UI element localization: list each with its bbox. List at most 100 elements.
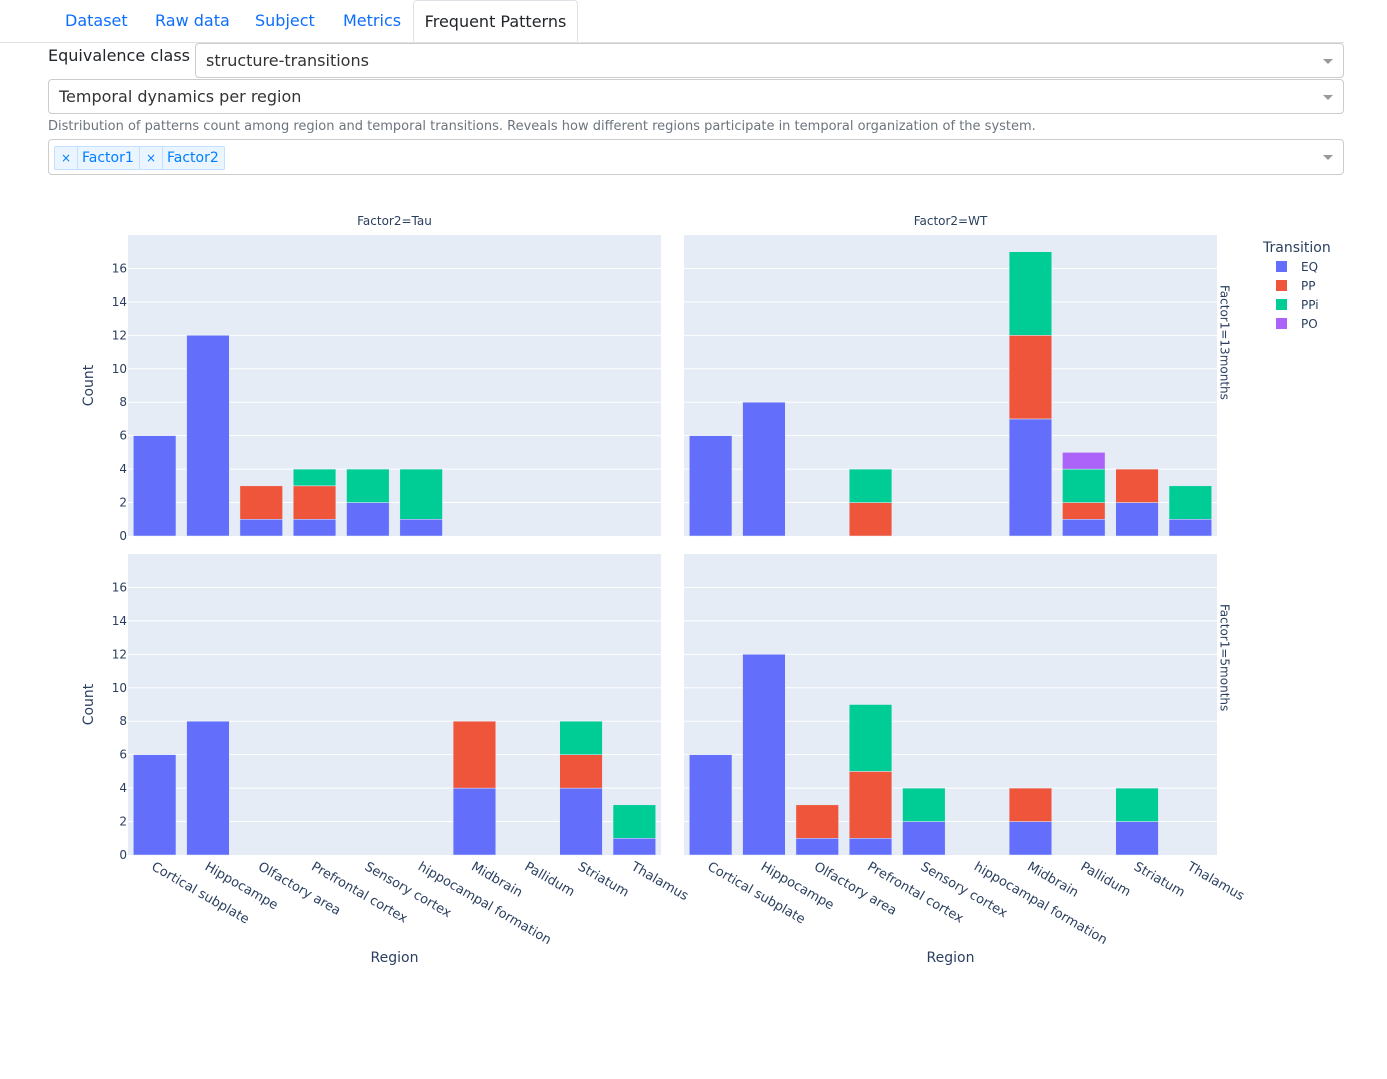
y-tick-label: 4 <box>119 462 127 476</box>
chip-remove-icon[interactable]: × <box>55 147 78 169</box>
bar-eq <box>452 787 497 856</box>
y-tick-label: 14 <box>112 295 127 309</box>
tab-dataset[interactable]: Dataset <box>65 11 128 30</box>
bar-eq <box>346 502 390 537</box>
bar-pp <box>1062 502 1106 520</box>
bar-eq <box>1168 519 1212 537</box>
y-tick-label: 8 <box>119 395 127 409</box>
y-tick-label: 10 <box>112 362 127 376</box>
y-tick-label: 12 <box>112 647 127 661</box>
x-axis-title: Region <box>371 950 419 966</box>
bar-pp <box>292 485 337 520</box>
legend-title: Transition <box>1262 240 1331 256</box>
chip-remove-icon[interactable]: × <box>140 147 163 169</box>
bar-pp <box>1008 787 1053 822</box>
bar-ppi <box>346 468 390 503</box>
x-tick-label: Striatum <box>575 859 631 900</box>
bar-eq <box>559 787 603 856</box>
x-tick-label: Prefrontal cortex <box>309 859 411 926</box>
bar-po <box>1062 452 1106 470</box>
y-tick-label: 0 <box>119 848 127 862</box>
y-tick-label: 12 <box>112 328 127 342</box>
bar-eq <box>239 519 283 537</box>
bar-ppi <box>848 468 893 503</box>
bar-eq <box>612 838 656 856</box>
bar-pp <box>452 720 497 789</box>
bar-eq <box>133 435 177 537</box>
bar-pp <box>848 771 893 839</box>
bar-ppi <box>399 468 443 520</box>
bar-pp <box>795 804 839 839</box>
bar-eq <box>902 821 946 856</box>
y-tick-label: 6 <box>119 748 127 762</box>
bar-pp <box>1008 335 1053 420</box>
view-dropdown[interactable]: Temporal dynamics per region <box>48 79 1344 114</box>
legend-item-label: PO <box>1301 317 1318 331</box>
factors-multiselect[interactable]: × Factor1 × Factor2 <box>48 139 1344 175</box>
y-tick-label: 14 <box>112 614 127 628</box>
row-facet-title: Factor1=13months <box>1218 285 1232 400</box>
legend-swatch-pp <box>1276 280 1287 291</box>
chevron-down-icon[interactable] <box>1323 155 1333 160</box>
legend-swatch-po <box>1276 318 1287 329</box>
y-tick-label: 16 <box>112 261 127 275</box>
chevron-down-icon[interactable] <box>1323 59 1333 64</box>
bar-ppi <box>612 804 656 839</box>
x-tick-label: Striatum <box>1131 859 1187 900</box>
tab-subject[interactable]: Subject <box>255 11 315 30</box>
bar-pp <box>1115 468 1159 503</box>
tab-metrics[interactable]: Metrics <box>343 11 402 30</box>
x-tick-label: Thalamus <box>627 859 690 904</box>
bar-pp <box>559 754 603 789</box>
bar-eq <box>848 838 893 856</box>
x-tick-label: Prefrontal cortex <box>865 859 967 926</box>
bar-eq <box>1115 502 1159 537</box>
tab-frequent-patterns[interactable]: Frequent Patterns <box>413 0 578 42</box>
chevron-down-icon[interactable] <box>1323 95 1333 100</box>
legend-item-label: PP <box>1301 279 1315 293</box>
bar-eq <box>689 435 733 537</box>
bar-eq <box>742 654 786 856</box>
bar-ppi <box>902 787 946 822</box>
bar-eq <box>292 519 337 537</box>
y-tick-label: 0 <box>119 529 127 543</box>
chip-label: Factor1 <box>82 150 134 166</box>
bar-eq <box>689 754 733 856</box>
tab-bar: Dataset Raw data Subject Metrics Frequen… <box>0 0 1344 43</box>
tab-raw-data[interactable]: Raw data <box>155 11 230 30</box>
x-tick-label: Pallidum <box>522 859 577 900</box>
bar-eq <box>795 838 839 856</box>
x-axis-title: Region <box>927 950 975 966</box>
row-facet-title: Factor1=5months <box>1218 604 1232 711</box>
bar-eq <box>133 754 177 856</box>
bar-eq <box>1115 821 1159 856</box>
factor-chip: × Factor2 <box>139 146 225 170</box>
x-tick-label: Cortical subplate <box>149 859 252 927</box>
view-description: Distribution of patterns count among reg… <box>48 119 1036 134</box>
legend-item-label: EQ <box>1301 260 1318 274</box>
bar-eq <box>399 519 443 537</box>
equivalence-class-value: structure-transitions <box>206 51 369 70</box>
factor-chip: × Factor1 <box>54 146 140 170</box>
y-axis-title: Count <box>81 683 97 725</box>
x-tick-label: Thalamus <box>1183 859 1246 904</box>
y-tick-label: 8 <box>119 714 127 728</box>
bar-ppi <box>1062 468 1106 503</box>
y-tick-label: 16 <box>112 580 127 594</box>
legend-swatch-eq <box>1276 261 1287 272</box>
legend-swatch-ppi <box>1276 299 1287 310</box>
bar-pp <box>848 502 893 537</box>
bar-eq <box>742 401 786 537</box>
equivalence-class-dropdown[interactable]: structure-transitions <box>195 43 1344 78</box>
y-tick-label: 2 <box>119 496 127 510</box>
bar-eq <box>1008 821 1053 856</box>
y-tick-label: 6 <box>119 429 127 443</box>
y-tick-label: 4 <box>119 781 127 795</box>
x-tick-label: Pallidum <box>1078 859 1133 900</box>
chip-label: Factor2 <box>167 150 219 166</box>
y-tick-label: 2 <box>119 815 127 829</box>
column-facet-title: Factor2=Tau <box>357 214 432 228</box>
bar-eq <box>186 720 230 856</box>
bar-ppi <box>292 468 337 487</box>
bar-pp <box>239 485 283 520</box>
